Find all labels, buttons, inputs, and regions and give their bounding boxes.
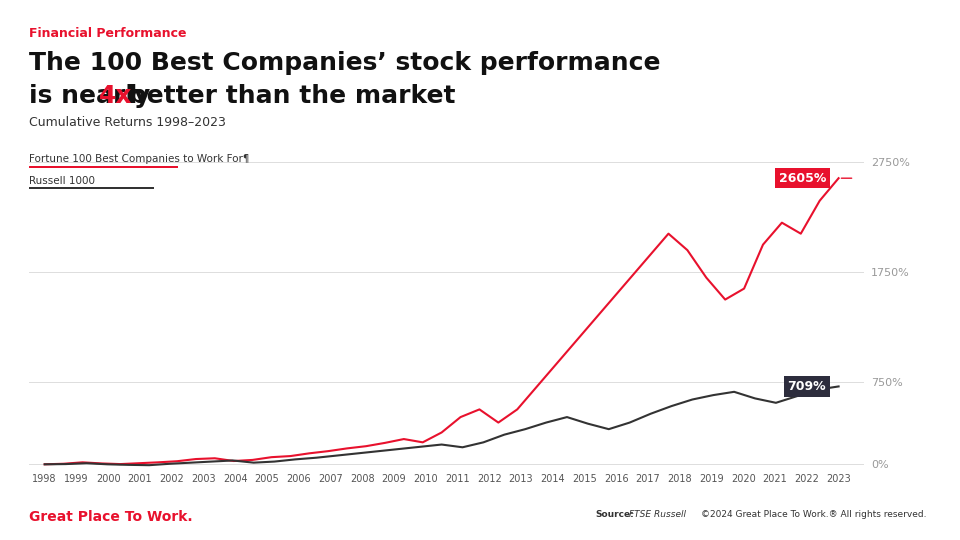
Text: Cumulative Returns 1998–2023: Cumulative Returns 1998–2023 <box>29 116 226 129</box>
Text: Fortune 100 Best Companies to Work For¶: Fortune 100 Best Companies to Work For¶ <box>29 154 250 164</box>
Text: FTSE Russell: FTSE Russell <box>629 510 685 519</box>
Text: Great Place To Work.: Great Place To Work. <box>29 510 192 524</box>
Text: The 100 Best Companies’ stock performance: The 100 Best Companies’ stock performanc… <box>29 51 660 75</box>
Text: 4x: 4x <box>99 84 132 107</box>
Text: Financial Performance: Financial Performance <box>29 27 186 40</box>
Text: Source:: Source: <box>595 510 634 519</box>
Text: better than the market: better than the market <box>120 84 455 107</box>
Text: Russell 1000: Russell 1000 <box>29 176 95 186</box>
Text: 2605%: 2605% <box>779 172 826 185</box>
Text: ©2024 Great Place To Work.® All rights reserved.: ©2024 Great Place To Work.® All rights r… <box>701 510 926 519</box>
Text: 709%: 709% <box>787 380 826 393</box>
Text: is nearly: is nearly <box>29 84 158 107</box>
